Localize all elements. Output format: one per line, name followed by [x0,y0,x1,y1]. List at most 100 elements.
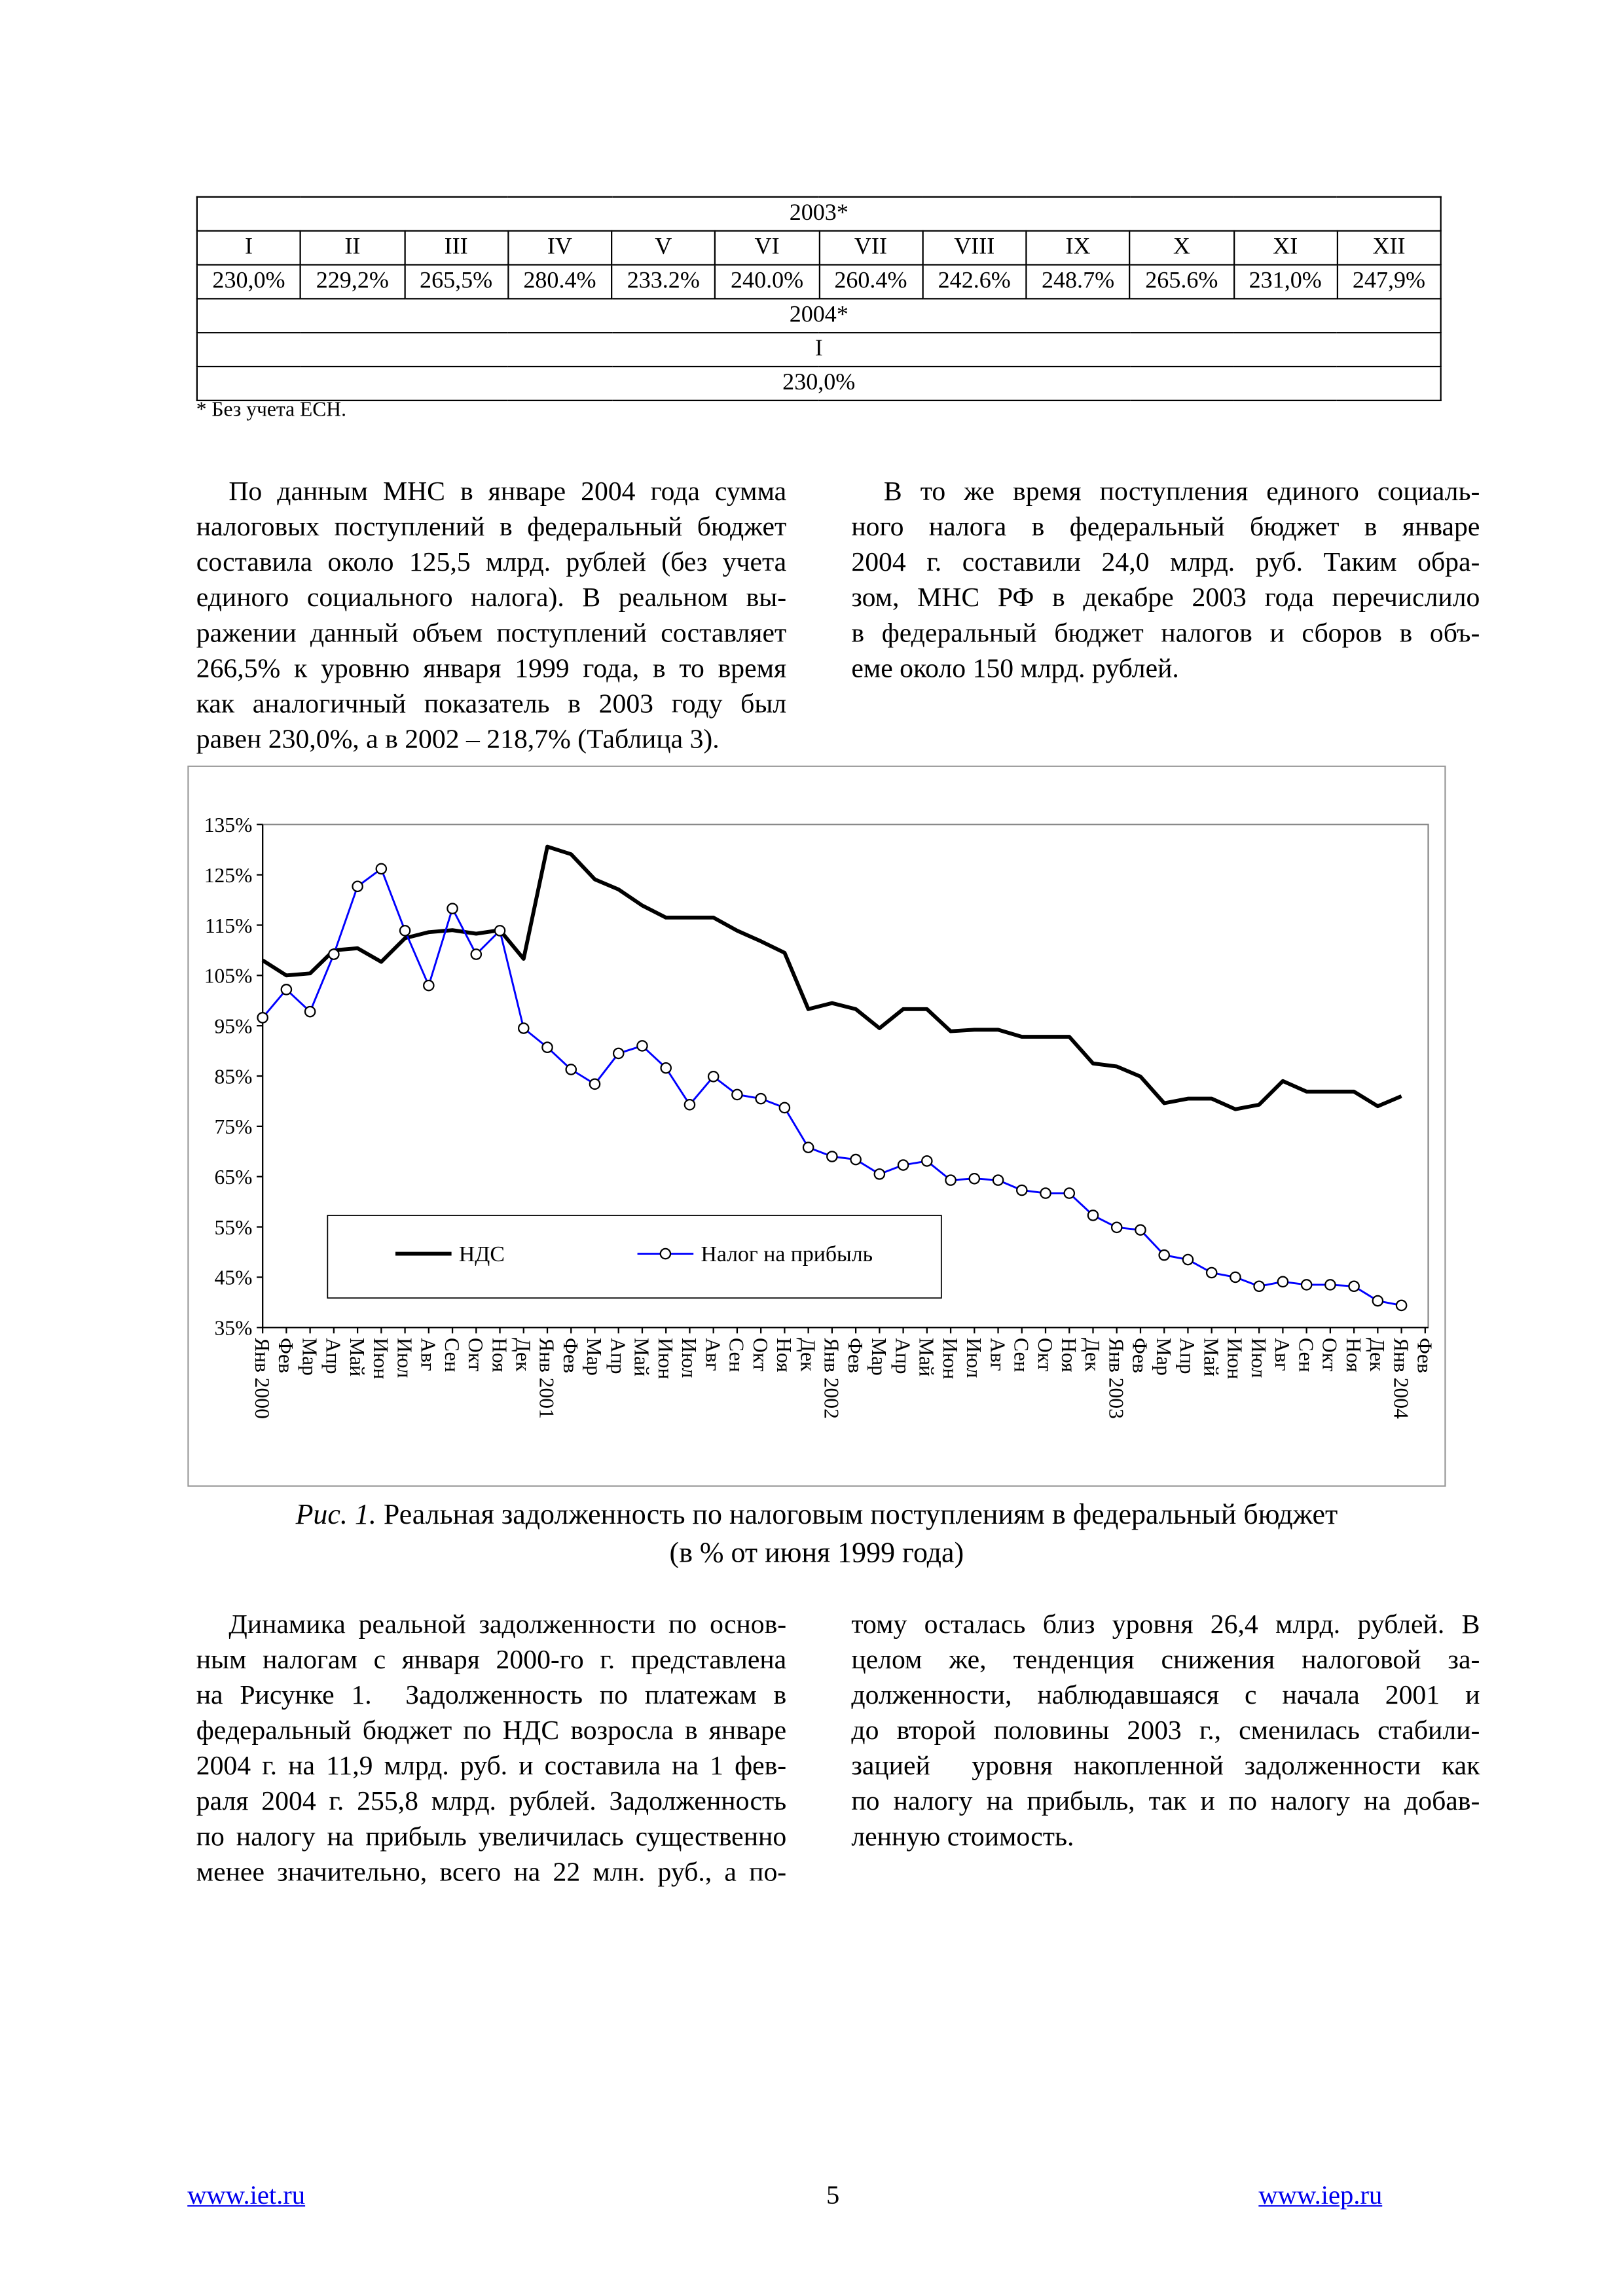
table-body: 2003* I II III IV V VI VII VIII IX X XI XII 230,0% 229… [196,196,1442,401]
series-marker [1300,1279,1313,1291]
x-tick-label: Сен [1010,1338,1033,1372]
table-cell: 229,2% [300,264,405,300]
series-marker [1253,1280,1265,1293]
x-tick-label: Июн [1224,1338,1247,1379]
text-line: раля 2004 г. 255,8 млрд. рублей. Задолже… [196,1787,787,1818]
y-tick-label: 35% [215,1317,253,1340]
x-tick-label: Июл [962,1338,985,1378]
x-tick-label: Авг [417,1338,440,1371]
series-marker [1205,1266,1218,1279]
text-line: зацией уровня накопленной задолженности … [851,1752,1480,1782]
x-tick-label: Дек [512,1338,535,1372]
series-marker [1324,1279,1336,1291]
x-tick-label: Ноя [773,1338,795,1372]
table-cell: III [403,230,509,266]
chart-group: 35% 45% 55% 65% 75% 85% 95% 105% 115% 125% 135% Янв… [187,765,1446,1487]
series-marker [707,1071,720,1083]
y-tick-label: 55% [215,1216,253,1239]
table-cell: 233.2% [611,264,716,300]
x-tick-label: Янв 2004 [1389,1338,1412,1419]
series-marker [423,979,435,992]
rates-table: 2003* I II III IV V VI VII VIII IX X XI XII 230,0% 229… [196,196,1442,401]
footer-right: www.iep.ru [1258,2180,1382,2211]
series-marker [636,1040,648,1052]
series-marker [565,1064,577,1075]
text-line: Динамика реальной задолженности по основ… [228,1610,787,1641]
series-marker [470,948,483,960]
text-line: как аналогичный показатель в 2003 году б… [196,690,787,720]
text-line: менее значительно, всего на 22 млн. руб.… [196,1858,787,1888]
x-tick-label: Фев [1413,1338,1436,1373]
x-tick-label: Май [915,1338,938,1376]
x-tick-label: Янв 2003 [1104,1338,1127,1419]
footer-left: www.iet.ru [187,2180,305,2211]
series-marker [517,1022,530,1034]
y-tick-label: 65% [215,1166,253,1189]
table-header: 2003* [196,196,1442,232]
table-row: I II III IV V VI VII VIII IX X XI XII [196,230,1442,266]
table-cell: I [196,230,302,266]
series-marker [992,1174,1004,1186]
legend-label: Налог на прибыль [701,1242,873,1266]
text-line: тому осталась близ уровня 26,4 млрд. руб… [851,1610,1480,1641]
caption-line: Рис. 1. Реальная задолженность по налого… [187,1497,1446,1535]
x-tick-label: Сен [725,1338,748,1372]
legend-box [327,1215,942,1299]
text-column: По данным МНС в январе 2004 года сумма на… [196,475,786,759]
text-line: В то же время поступления единого социал… [883,478,1480,508]
series-line [261,844,1402,1111]
series-marker [1348,1280,1360,1293]
text-column: тому осталась близ уровня 26,4 млрд. руб… [851,1607,1480,1856]
series-marker [1158,1249,1171,1261]
series-marker [1040,1187,1051,1199]
x-tick-label: Апр [606,1338,629,1374]
series-marker [399,925,411,937]
series-marker [280,984,293,996]
x-tick-label: Дек [1366,1338,1389,1372]
table-cell: 230,0% [196,365,1442,401]
table-row: 230,0% 229,2% 265,5% 280.4% 233.2% 240.0% 260.… [196,264,1442,300]
x-tick-label: Мар [583,1338,606,1376]
text-column: В то же время поступления единого социал… [851,475,1480,688]
footer-link[interactable]: www.iep.ru [1258,2179,1383,2210]
x-tick-label: Фев [844,1338,867,1373]
text-line: 2004 г. составили 24,0 млрд. руб. Таким … [851,548,1480,579]
y-tick-label: 45% [215,1266,253,1289]
series-marker [684,1099,696,1111]
x-tick-label: Мар [298,1338,321,1376]
x-tick-label: Май [1199,1338,1222,1376]
table-cell: VI [714,230,820,266]
x-tick-label: Ноя [488,1338,511,1372]
table-cell: IV [507,230,613,266]
x-tick-label: Фев [1129,1338,1152,1373]
page-number: 5 [826,2179,840,2210]
table-row: 2003* [196,196,1442,232]
text-line: по налогу на прибыль увеличилась существ… [196,1823,787,1853]
x-tick-label: Мар [1152,1338,1175,1376]
legend-marker [659,1247,672,1260]
series-marker [589,1078,601,1090]
text-line: По данным МНС в январе 2004 года сумма [228,478,787,508]
x-tick-label: Апр [1176,1338,1199,1374]
series-marker [304,1005,316,1018]
table-cell: V [611,230,716,266]
series-marker [1372,1295,1384,1307]
text-line: по налогу на прибыль, так и по налогу на… [851,1787,1480,1818]
series-marker [778,1102,791,1114]
x-tick-label: Фев [274,1338,297,1373]
table-cell: 231,0% [1232,264,1338,300]
y-tick-label: 75% [215,1115,253,1138]
table-cell: XII [1336,230,1442,266]
x-tick-label: Май [630,1338,653,1376]
series-marker [612,1047,625,1060]
text-line: зом, МНС РФ в декабре 2003 года перечисл… [851,584,1480,614]
x-tick-label: Июн [369,1338,392,1379]
x-tick-label: Авг [701,1338,724,1371]
footer-link[interactable]: www.iet.ru [187,2179,306,2210]
x-tick-label: Ноя [1342,1338,1365,1372]
x-tick-label: Ноя [1057,1338,1080,1372]
series-marker [660,1062,672,1074]
